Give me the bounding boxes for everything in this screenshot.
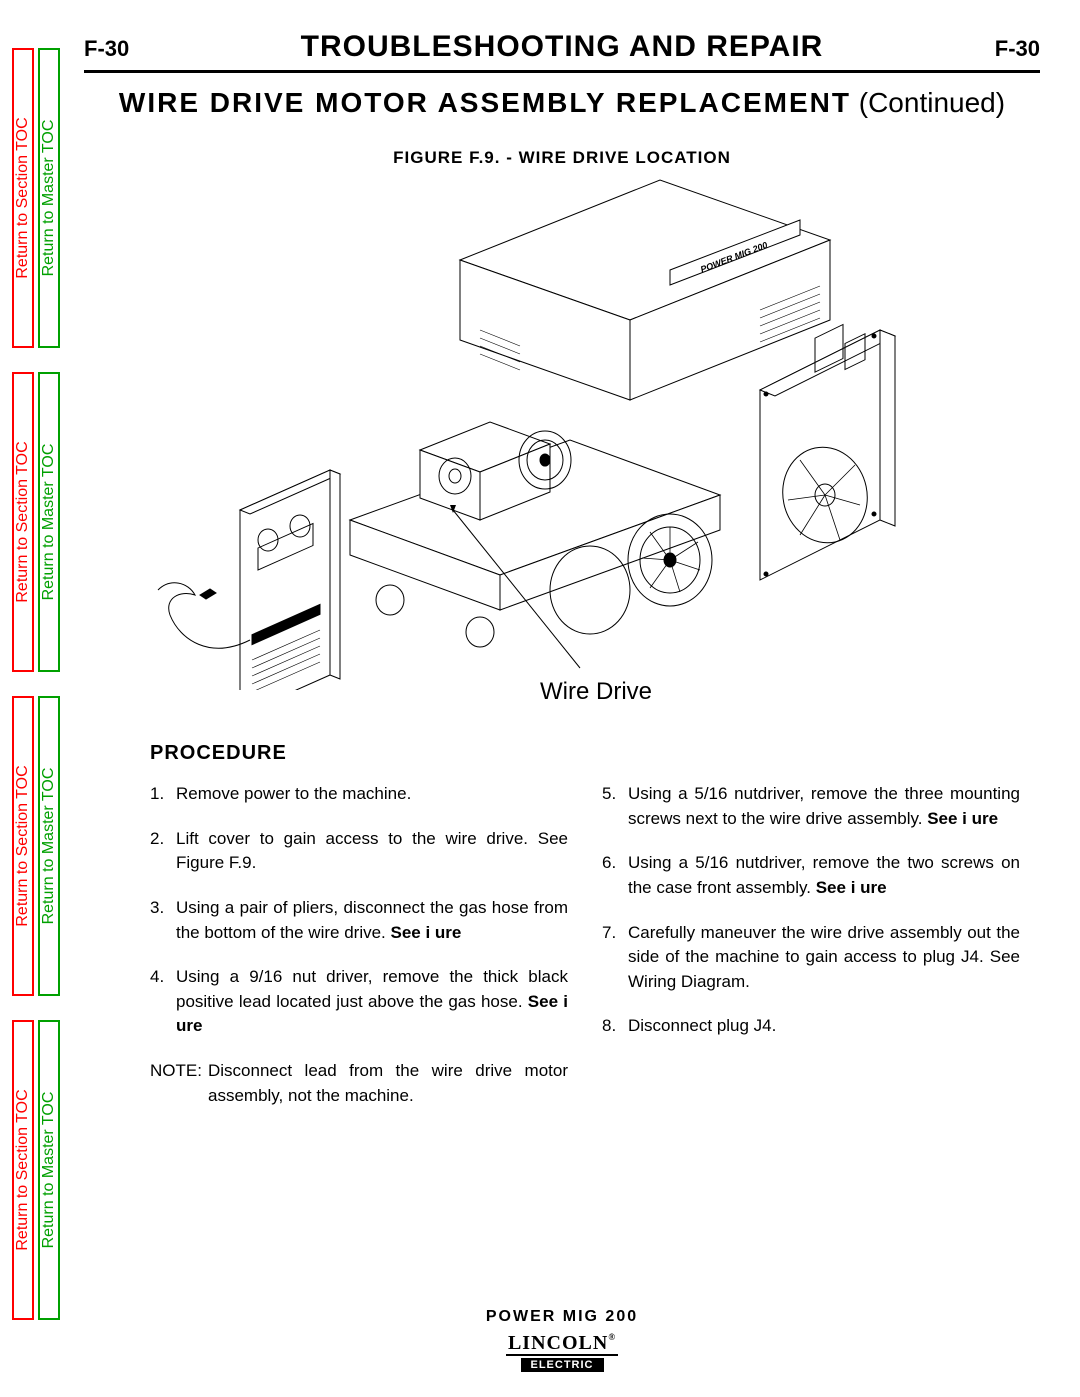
step-number: 6. [602, 851, 628, 900]
figure-caption: FIGURE F.9. - WIRE DRIVE LOCATION [84, 148, 1040, 168]
procedure-columns: 1.Remove power to the machine.2.Lift cov… [150, 782, 1020, 1108]
step-text: Carefully maneuver the wire drive assemb… [628, 921, 1020, 995]
step-ref: See i ure [927, 809, 998, 828]
step-number: 4. [150, 965, 176, 1039]
tab-label: Return to Section TOC [14, 1089, 32, 1250]
chassis-part [350, 422, 720, 647]
procedure-col-right: 5.Using a 5/16 nutdriver, remove the thr… [602, 782, 1020, 1108]
procedure-step: 4.Using a 9/16 nut driver, remove the th… [150, 965, 568, 1039]
section-title: TROUBLESHOOTING AND REPAIR [154, 30, 970, 64]
lincoln-logo: LINCOLN® ELECTRIC [506, 1332, 618, 1373]
page: Return to Section TOC Return to Master TO… [0, 0, 1080, 1397]
step-number: 7. [602, 921, 628, 995]
return-section-toc-tab[interactable]: Return to Section TOC [12, 372, 34, 672]
tab-label: Return to Section TOC [14, 765, 32, 926]
side-panel-part [760, 325, 895, 580]
step-text: Disconnect plug J4. [628, 1014, 1020, 1039]
step-ref: See i ure [816, 878, 887, 897]
procedure-step: 5.Using a 5/16 nutdriver, remove the thr… [602, 782, 1020, 831]
logo-brand: LINCOLN [508, 1332, 608, 1354]
note-label: NOTE: [150, 1059, 208, 1108]
step-text: Lift cover to gain access to the wire dr… [176, 827, 568, 876]
front-panel-part [240, 470, 340, 690]
procedure-step: 7.Carefully maneuver the wire drive asse… [602, 921, 1020, 995]
tab-label: Return to Master TOC [40, 120, 58, 277]
step-number: 1. [150, 782, 176, 807]
procedure-heading: PROCEDURE [150, 742, 287, 765]
procedure-col-left: 1.Remove power to the machine.2.Lift cov… [150, 782, 568, 1108]
logo-sub: ELECTRIC [521, 1358, 604, 1372]
return-master-toc-tab[interactable]: Return to Master TOC [38, 696, 60, 996]
return-master-toc-tab[interactable]: Return to Master TOC [38, 48, 60, 348]
page-subtitle: WIRE DRIVE MOTOR ASSEMBLY REPLACEMENT (C… [84, 87, 1040, 119]
figure-diagram: POWER MIG 200 [140, 170, 960, 690]
step-text: Using a 5/16 nutdriver, remove the three… [628, 782, 1020, 831]
procedure-note: NOTE: Disconnect lead from the wire driv… [150, 1059, 568, 1108]
page-number-right: F-30 [970, 36, 1040, 62]
subtitle-continued: (Continued) [851, 87, 1005, 118]
step-text: Using a 9/16 nut driver, remove the thic… [176, 965, 568, 1039]
procedure-step: 3.Using a pair of pliers, disconnect the… [150, 896, 568, 945]
step-text: Using a 5/16 nutdriver, remove the two s… [628, 851, 1020, 900]
procedure-step: 1.Remove power to the machine. [150, 782, 568, 807]
tab-label: Return to Section TOC [14, 441, 32, 602]
return-section-toc-tab[interactable]: Return to Section TOC [12, 48, 34, 348]
procedure-step: 2.Lift cover to gain access to the wire … [150, 827, 568, 876]
cover-part: POWER MIG 200 [460, 180, 830, 400]
step-number: 3. [150, 896, 176, 945]
return-master-toc-tab[interactable]: Return to Master TOC [38, 1020, 60, 1320]
step-text: Remove power to the machine. [176, 782, 568, 807]
tab-label: Return to Section TOC [14, 117, 32, 278]
return-section-toc-tab[interactable]: Return to Section TOC [12, 1020, 34, 1320]
tab-label: Return to Master TOC [40, 444, 58, 601]
wire-drive-callout: Wire Drive [540, 678, 652, 706]
step-ref: See i ure [176, 992, 568, 1036]
note-text: Disconnect lead from the wire drive moto… [208, 1059, 568, 1108]
logo-registered: ® [608, 1332, 616, 1342]
tab-label: Return to Master TOC [40, 1092, 58, 1249]
step-number: 5. [602, 782, 628, 831]
exploded-view-svg: POWER MIG 200 [140, 170, 960, 690]
procedure-step: 8.Disconnect plug J4. [602, 1014, 1020, 1039]
page-footer: POWER MIG 200 LINCOLN® ELECTRIC [84, 1308, 1040, 1373]
step-number: 8. [602, 1014, 628, 1039]
footer-model: POWER MIG 200 [84, 1308, 1040, 1326]
return-master-toc-tab[interactable]: Return to Master TOC [38, 372, 60, 672]
page-header: F-30 TROUBLESHOOTING AND REPAIR F-30 WIR… [84, 30, 1040, 119]
step-number: 2. [150, 827, 176, 876]
page-number-left: F-30 [84, 36, 154, 62]
step-text: Using a pair of pliers, disconnect the g… [176, 896, 568, 945]
header-rule [84, 70, 1040, 73]
step-ref: See i ure [391, 923, 462, 942]
procedure-step: 6.Using a 5/16 nutdriver, remove the two… [602, 851, 1020, 900]
return-section-toc-tab[interactable]: Return to Section TOC [12, 696, 34, 996]
subtitle-main: WIRE DRIVE MOTOR ASSEMBLY REPLACEMENT [119, 87, 851, 118]
tab-label: Return to Master TOC [40, 768, 58, 925]
